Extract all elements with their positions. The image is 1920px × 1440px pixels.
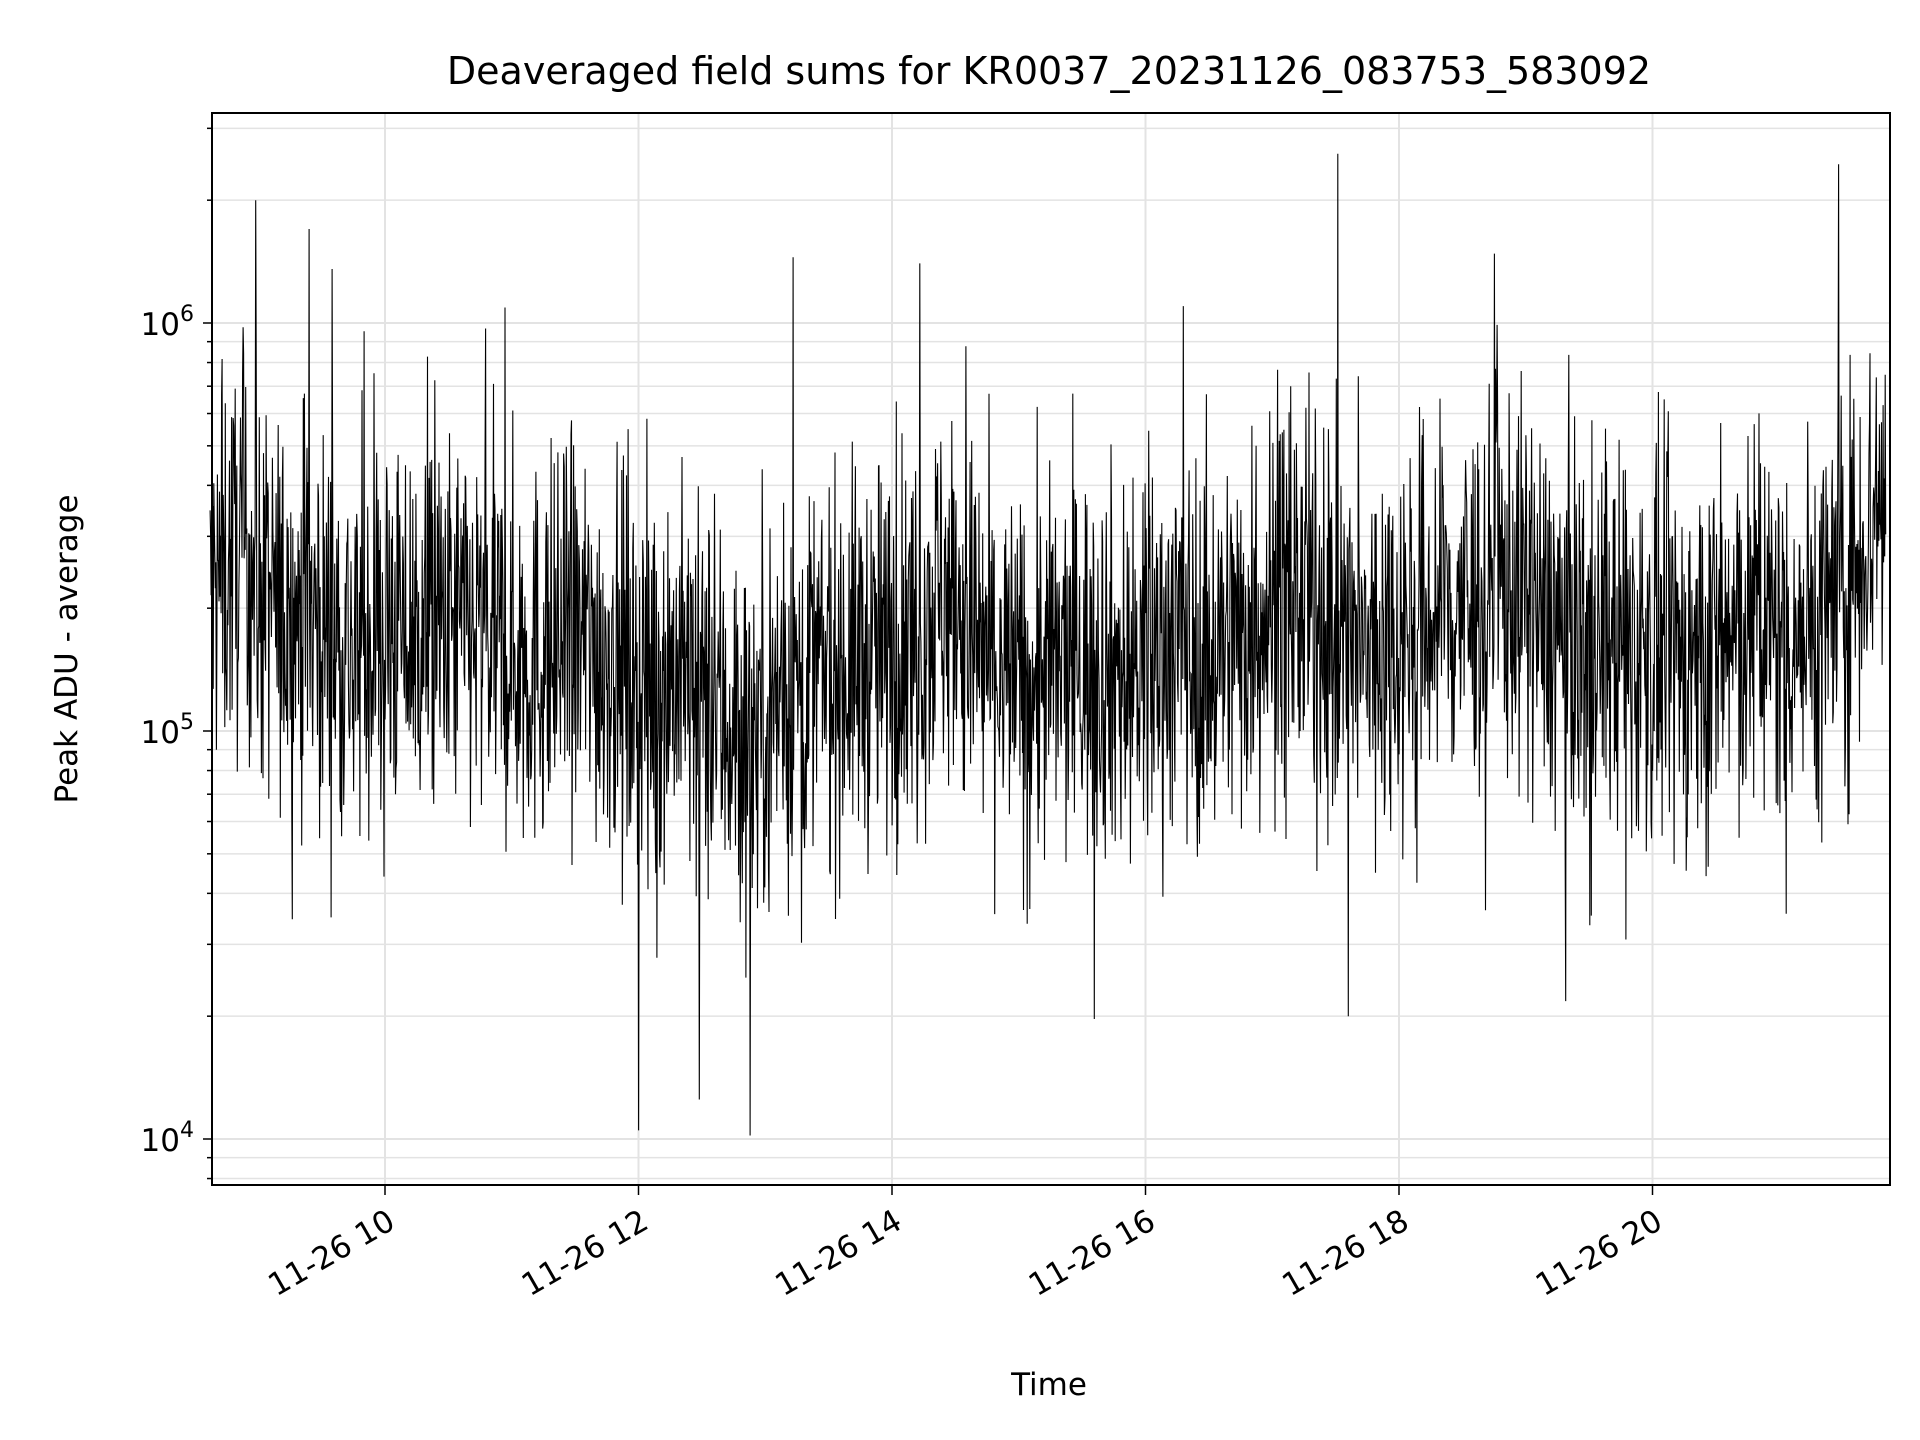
y-tick-base: 10 [141, 307, 180, 343]
y-tick-exponent: 6 [180, 302, 194, 327]
y-tick-exponent: 4 [180, 1118, 194, 1143]
chart-title: Deaveraged field sums for KR0037_2023112… [447, 49, 1651, 93]
y-tick-label: 106 [141, 302, 194, 343]
y-tick-label: 105 [141, 710, 194, 751]
y-tick-exponent: 5 [180, 710, 194, 735]
series-group [209, 153, 1887, 1136]
plot-frame [211, 112, 1891, 1186]
x-axis-label: Time [1010, 1367, 1087, 1403]
y-tick-base: 10 [141, 715, 180, 751]
y-tick-base: 10 [141, 1123, 180, 1159]
y-tick-label: 104 [141, 1118, 194, 1159]
y-axis-label: Peak ADU - average [49, 494, 85, 803]
series-line [209, 153, 1887, 1136]
